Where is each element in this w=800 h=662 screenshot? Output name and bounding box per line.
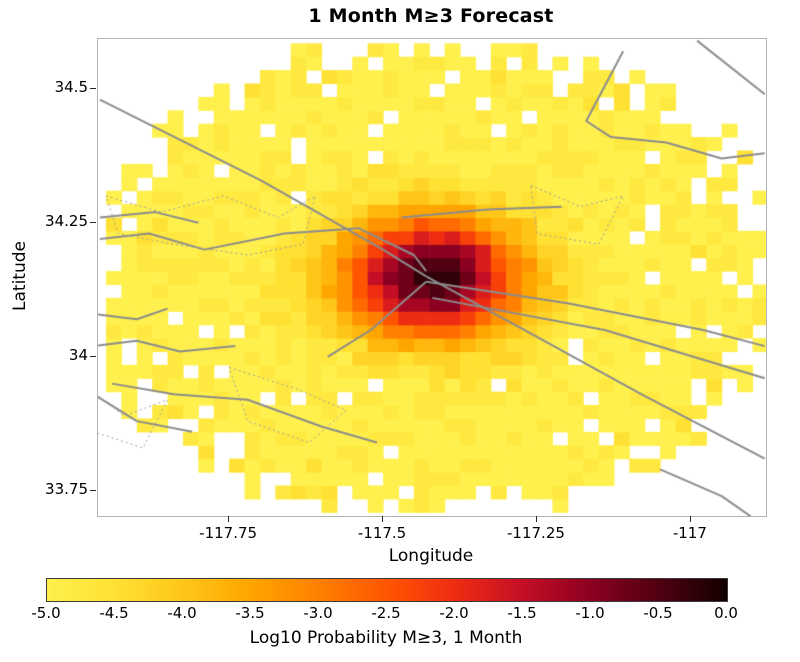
colorbar-tick-label: -1.5: [507, 604, 537, 622]
y-tick-mark: [90, 87, 96, 89]
colorbar-tick-label: -5.0: [31, 604, 61, 622]
x-tick-label: -117.25: [507, 524, 565, 542]
x-tick-mark: [228, 516, 230, 522]
colorbar-label: Log10 Probability M≥3, 1 Month: [249, 628, 523, 648]
colorbar: [46, 578, 728, 602]
colorbar-tick-label: -4.5: [99, 604, 129, 622]
chart-title: 1 Month M≥3 Forecast: [308, 5, 554, 27]
x-tick-mark: [689, 516, 691, 522]
x-axis-label: Longitude: [388, 546, 474, 566]
y-tick-mark: [90, 355, 96, 357]
x-tick-label: -117.5: [357, 524, 407, 542]
y-tick-label: 34.5: [54, 77, 88, 96]
colorbar-tick-label: -4.0: [167, 604, 197, 622]
colorbar-tick-label: 0.0: [714, 604, 738, 622]
y-tick-mark: [90, 489, 96, 491]
x-tick-mark: [382, 516, 384, 522]
y-tick-label: 34.25: [45, 211, 88, 230]
x-tick-label: -117: [672, 524, 707, 542]
colorbar-tick-label: -3.0: [303, 604, 333, 622]
x-tick-mark: [535, 516, 537, 522]
colorbar-tick-label: -2.0: [439, 604, 469, 622]
y-tick-label: 34: [68, 345, 88, 364]
colorbar-tick-label: -3.5: [235, 604, 265, 622]
y-tick-mark: [90, 221, 96, 223]
colorbar-tick-label: -0.5: [643, 604, 673, 622]
x-tick-label: -117.75: [199, 524, 258, 542]
y-axis-label: Latitude: [10, 241, 30, 311]
colorbar-tick-label: -2.5: [371, 604, 401, 622]
heatmap-canvas: [98, 39, 766, 516]
plot-area: [97, 38, 767, 517]
colorbar-tick-label: -1.0: [575, 604, 605, 622]
y-tick-label: 33.75: [45, 479, 88, 498]
